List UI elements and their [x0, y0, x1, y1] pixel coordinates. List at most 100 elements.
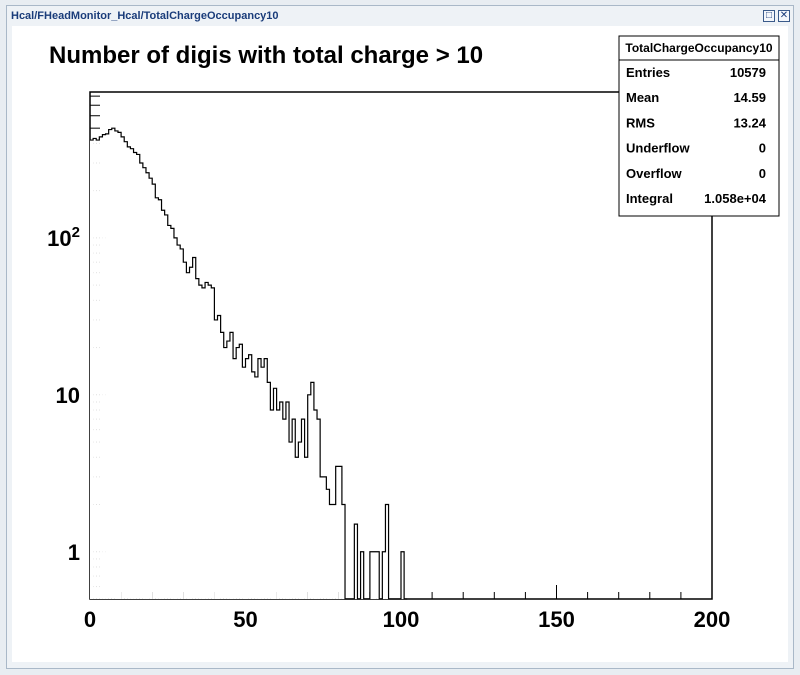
histogram-bin — [279, 401, 283, 599]
histogram-bin — [111, 128, 115, 600]
histogram-bin — [170, 228, 174, 599]
stats-value: 0 — [759, 141, 766, 156]
stats-rows: Entries 10579 Mean 14.59 RMS 13.24 Underflow 0 O… — [626, 65, 767, 206]
stats-name: TotalChargeOccupancy10 — [625, 41, 772, 55]
histogram-bin — [254, 376, 258, 599]
histogram-bin — [289, 442, 293, 599]
x-tick-label: 200 — [694, 607, 731, 632]
histogram-bin — [208, 285, 212, 599]
histogram-bin — [149, 178, 153, 599]
histogram-bin — [214, 319, 218, 599]
histogram-bin — [285, 401, 290, 599]
histogram-bin — [267, 382, 271, 599]
stats-value: 10579 — [730, 65, 766, 80]
histogram-bin — [99, 136, 103, 599]
histogram-bin — [105, 133, 109, 599]
stats-box: TotalChargeOccupancy10 Entries 10579 Mean 1… — [618, 35, 780, 217]
histogram-bin — [192, 257, 196, 599]
maximize-icon[interactable]: □ — [763, 10, 775, 22]
close-icon[interactable]: ✕ — [778, 10, 790, 22]
stats-value: 13.24 — [733, 115, 766, 130]
histogram-bin — [251, 371, 255, 599]
stats-label: Integral — [626, 191, 673, 206]
histogram-bin — [264, 358, 268, 599]
histogram-bin — [177, 245, 181, 600]
histogram-bin — [183, 262, 187, 599]
stats-label: Mean — [626, 90, 659, 105]
histogram-window: Hcal/FHeadMonitor_Hcal/TotalChargeOccupa… — [6, 5, 794, 669]
histogram-bin — [295, 457, 299, 599]
histogram-bin — [354, 524, 358, 599]
histogram-bin — [245, 358, 249, 599]
histogram-bin — [127, 146, 131, 599]
histogram-bin — [298, 442, 302, 599]
histogram-bin — [158, 199, 162, 599]
histogram-bin — [142, 167, 146, 599]
y-tick-label: 10 — [56, 383, 80, 408]
histogram-bin — [341, 504, 346, 599]
histogram-bin — [276, 410, 280, 599]
histogram-bin — [211, 287, 215, 599]
histogram-bin — [292, 419, 296, 599]
x-tick-labels: 0 50 100 150 200 — [84, 607, 730, 632]
y-tick-label: 102 — [47, 224, 80, 251]
plot-canvas: Number of digis with total charge > 10 0… — [12, 26, 788, 662]
stats-label: Underflow — [626, 141, 690, 156]
histogram-bin — [335, 466, 339, 599]
x-tick-label: 50 — [233, 607, 257, 632]
chart-title: Number of digis with total charge > 10 — [49, 42, 483, 69]
histogram-bin — [90, 140, 94, 600]
histogram-bin — [301, 419, 305, 599]
histogram-bin — [93, 138, 97, 599]
histogram-bin — [270, 410, 274, 599]
histogram-bin — [385, 504, 389, 599]
histogram-bin — [317, 419, 321, 599]
histogram-bin — [152, 184, 156, 599]
histogram-bin — [220, 332, 224, 599]
histogram-bin — [233, 358, 237, 599]
stats-label: RMS — [626, 115, 655, 130]
stats-value: 14.59 — [733, 90, 766, 105]
histogram-bin — [205, 282, 209, 599]
histogram-bin — [186, 272, 190, 599]
histogram-bin — [121, 136, 125, 599]
histogram-bin — [369, 551, 374, 599]
histogram-bin — [173, 237, 178, 599]
histogram-bin — [124, 141, 128, 599]
histogram-bin — [195, 278, 199, 599]
histogram-bin — [332, 504, 336, 599]
histogram-bin — [226, 341, 230, 599]
stats-box-frame — [618, 35, 780, 217]
histogram-bin — [229, 332, 234, 599]
stats-value: 0 — [759, 166, 766, 181]
histogram-bin — [145, 172, 150, 600]
histogram-bin — [326, 489, 330, 599]
title-bar: Hcal/FHeadMonitor_Hcal/TotalChargeOccupa… — [7, 6, 793, 26]
histogram-bin — [164, 214, 168, 599]
histogram-bin — [108, 129, 112, 599]
histogram-bin — [261, 367, 265, 599]
x-tick-label: 150 — [538, 607, 575, 632]
histogram-bin — [320, 476, 324, 599]
histogram-bin — [136, 154, 140, 599]
histogram-bin — [236, 347, 240, 599]
stats-label: Overflow — [626, 166, 683, 181]
histogram-bin — [242, 367, 246, 599]
histogram-bin — [282, 419, 286, 599]
histogram-bin — [130, 148, 134, 599]
stats-label: Entries — [626, 65, 670, 80]
histogram-bin — [257, 358, 262, 599]
histogram-bin — [239, 344, 243, 599]
histogram-bin — [180, 248, 184, 599]
y-tick-labels: 1 10 102 — [47, 224, 80, 565]
histogram-outline — [90, 127, 408, 600]
histogram-bin — [376, 551, 380, 599]
histogram-bin — [155, 197, 159, 600]
x-tick-label: 0 — [84, 607, 96, 632]
histogram-bin — [189, 267, 193, 599]
histogram-bin — [139, 162, 143, 600]
histogram-bin — [401, 551, 405, 599]
histogram-bin — [133, 152, 137, 599]
histogram-bin — [217, 315, 221, 599]
histogram-bin — [307, 394, 311, 599]
